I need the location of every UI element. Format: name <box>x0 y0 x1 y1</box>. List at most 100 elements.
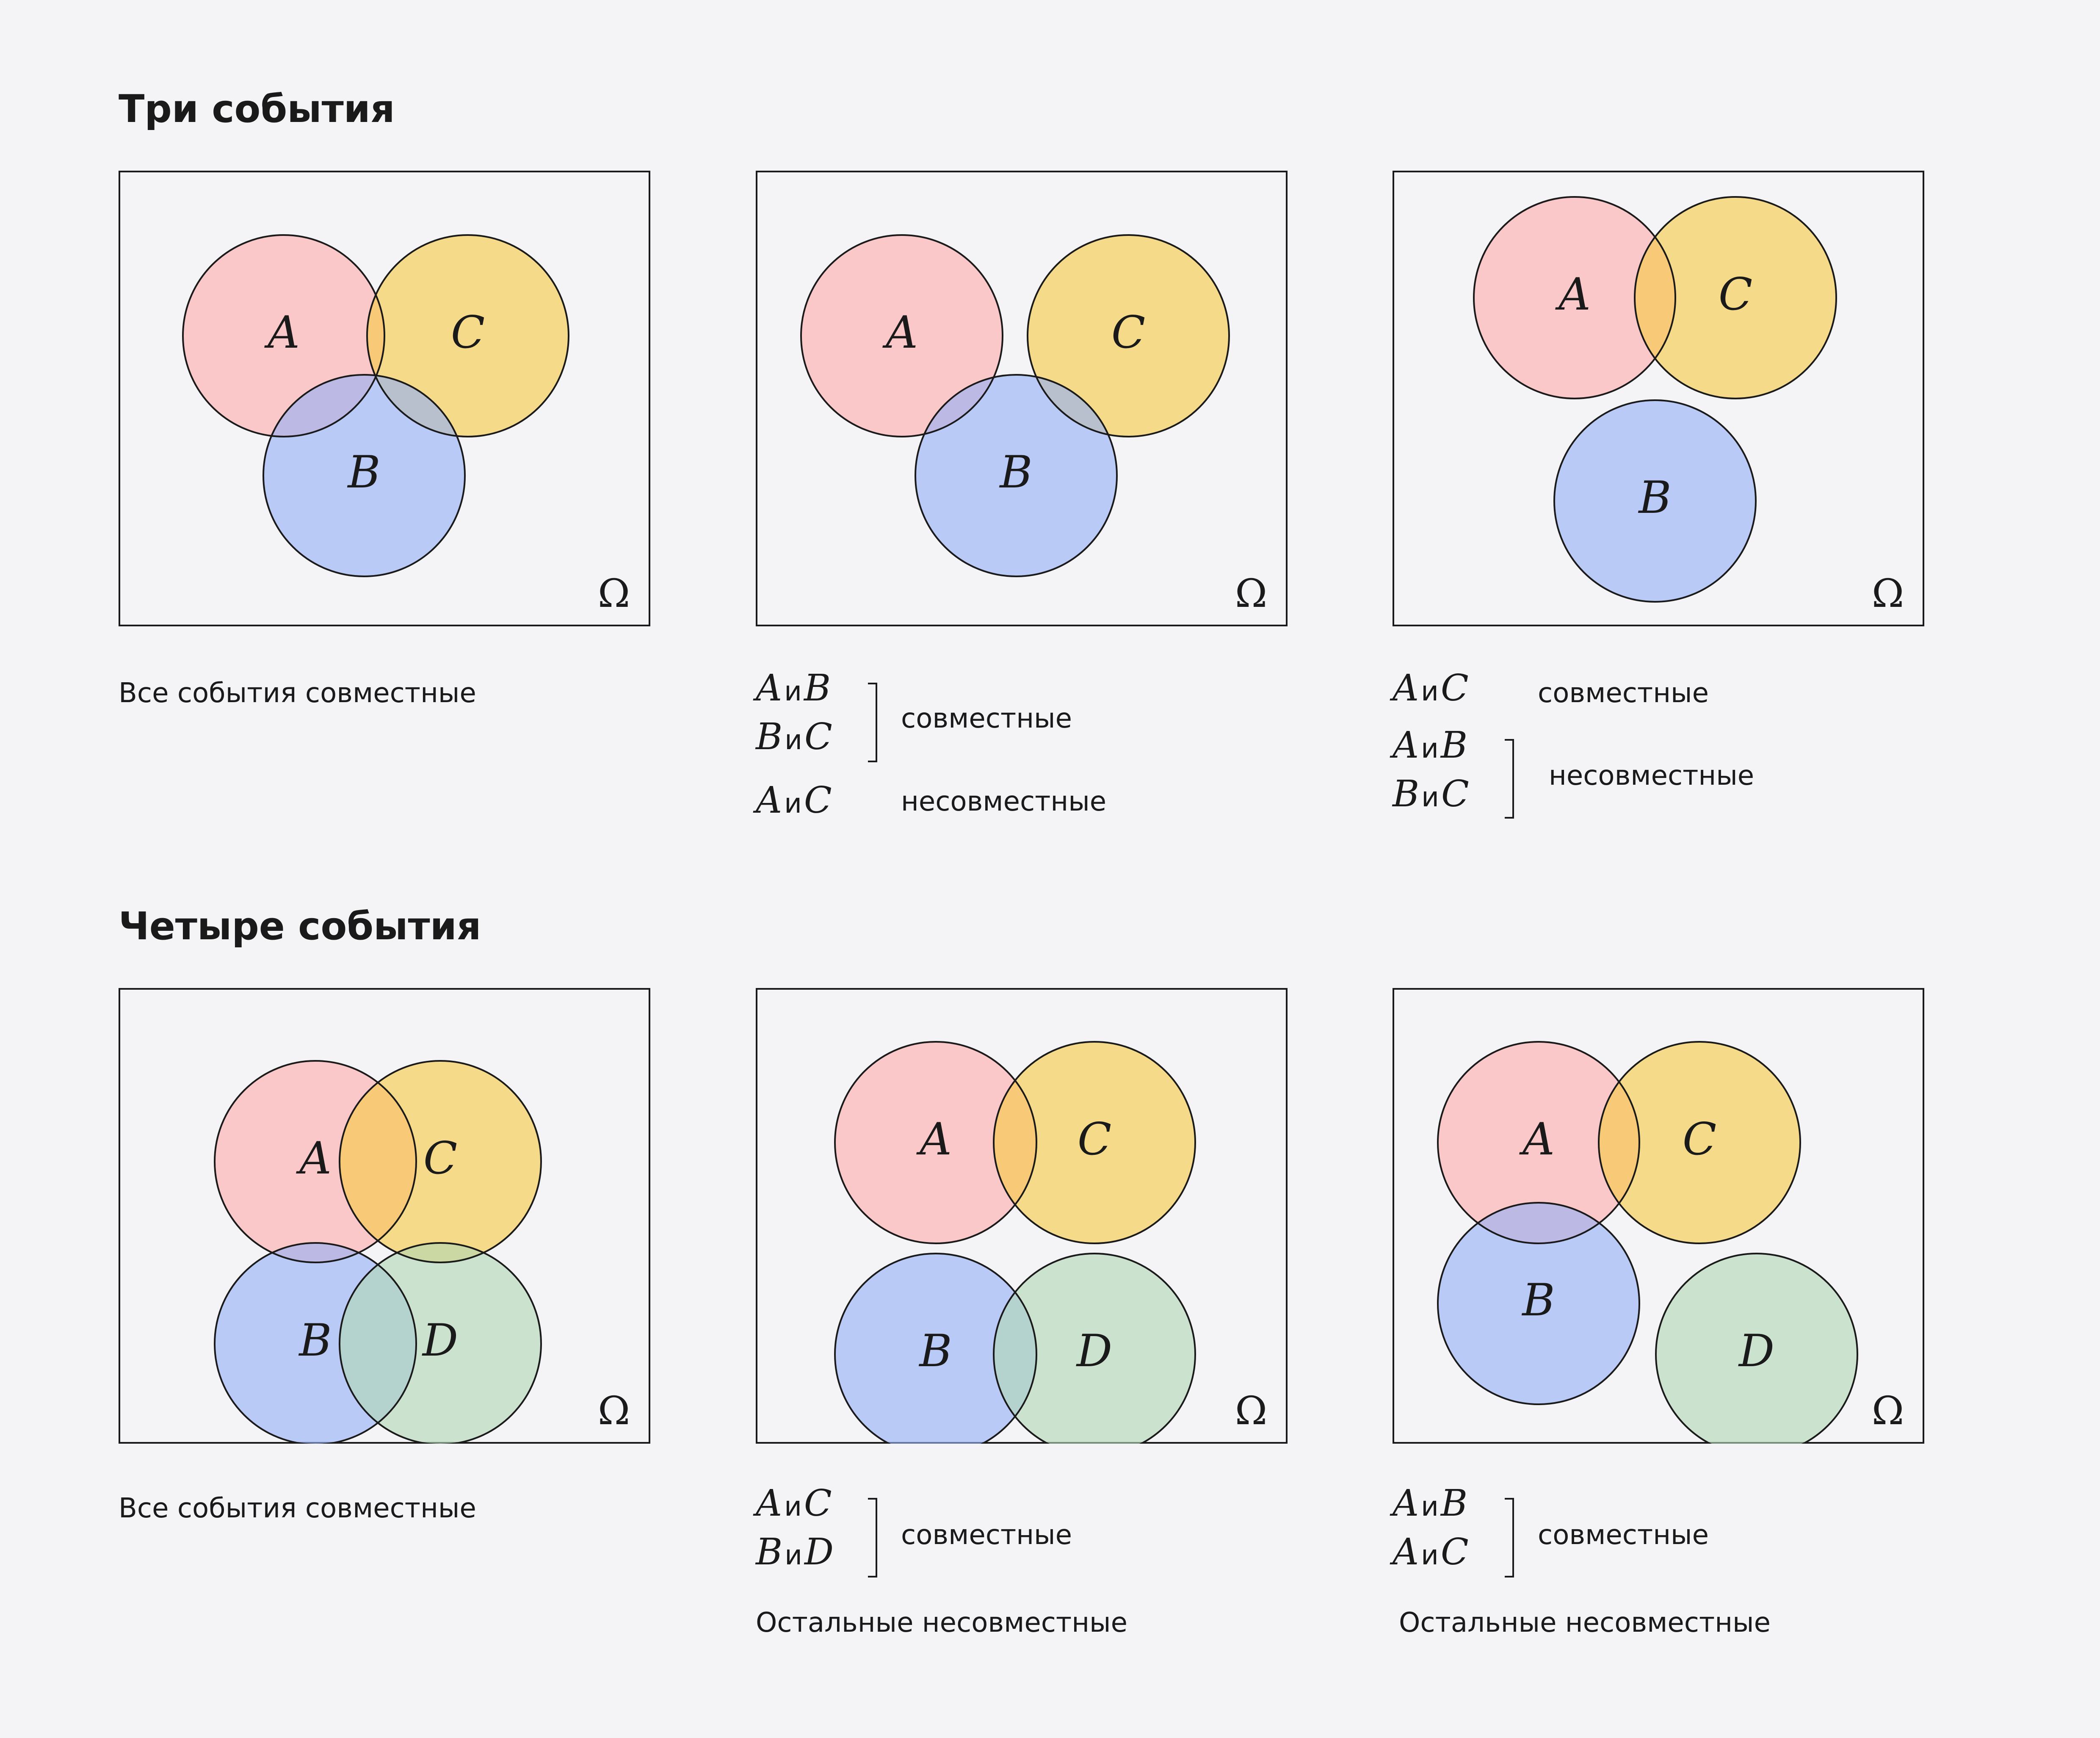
conjunction: и <box>785 1540 802 1571</box>
event-circle-b <box>1438 1203 1639 1404</box>
event-label: B <box>1638 472 1671 523</box>
event-label: B <box>918 1325 952 1377</box>
event-circle-c <box>1635 197 1836 399</box>
venn-diagram-three-ac-only: A C B Ω <box>1393 171 1924 626</box>
event-circle-outline <box>1473 196 1676 399</box>
event-label: C <box>804 779 832 822</box>
event-circle-c <box>1028 235 1229 437</box>
sample-space-frame <box>756 171 1288 626</box>
event-label: D <box>1738 1325 1774 1377</box>
venn-diagram-three-all-joint: A C B Ω <box>119 171 650 626</box>
event-label: B <box>1393 773 1420 815</box>
conjunction: и <box>1421 676 1439 707</box>
event-circle-outline <box>834 1041 1037 1244</box>
event-label: A <box>264 307 300 358</box>
event-label: B <box>756 716 783 758</box>
event-circle-outline <box>262 374 466 577</box>
pair-row: B и C <box>756 716 832 758</box>
event-label: B <box>347 446 380 498</box>
section-title-three-events: Три события <box>119 87 395 131</box>
event-circle-outline <box>214 1242 417 1444</box>
omega-symbol: Ω <box>598 1388 630 1434</box>
event-label: C <box>1440 1531 1469 1573</box>
event-circle-d <box>994 1254 1195 1444</box>
pair-row: A и C <box>1393 1531 1469 1573</box>
event-label: C <box>1111 307 1145 358</box>
rest-disjoint-label: Остальные несовместные <box>1399 1607 1771 1638</box>
event-circle-outline <box>182 234 385 437</box>
event-label: C <box>1441 773 1469 815</box>
pair-row: A и C <box>756 779 832 822</box>
event-label: A <box>756 667 782 709</box>
joint-label: совместные <box>901 703 1072 734</box>
event-circle-a <box>801 235 1003 437</box>
event-circle-outline <box>1437 1202 1640 1405</box>
caption-all-joint: Все события совместные <box>119 1493 476 1524</box>
event-label: B <box>1521 1274 1555 1326</box>
event-label: B <box>999 446 1032 498</box>
rest-disjoint-label: Остальные несовместные <box>756 1607 1127 1638</box>
pair-row: B и D <box>756 1531 834 1573</box>
event-label: A <box>1393 724 1419 767</box>
joint-label: совместные <box>1538 1519 1709 1551</box>
caption-all-joint: Все события совместные <box>119 678 476 709</box>
event-circle-outline <box>993 1253 1196 1444</box>
event-label: C <box>451 307 485 358</box>
event-label: C <box>423 1132 457 1184</box>
event-circle-outline <box>1027 234 1230 437</box>
pair-row: A и C <box>1393 667 1469 709</box>
sample-space-frame <box>1393 988 1924 1444</box>
venn-diagram-three-partial: A C B Ω <box>756 171 1288 626</box>
event-label: A <box>916 1113 952 1165</box>
sample-space-frame <box>1393 171 1924 626</box>
conjunction: и <box>1421 782 1439 813</box>
event-label: A <box>1393 1482 1419 1525</box>
conjunction: и <box>784 788 802 819</box>
bracket <box>868 683 877 762</box>
pair-row: A и B <box>1393 1482 1467 1525</box>
disjoint-label: несовместные <box>1549 760 1755 792</box>
event-label: A <box>1519 1113 1555 1165</box>
event-label: C <box>1078 1113 1111 1165</box>
disjoint-label: несовместные <box>901 786 1107 817</box>
omega-symbol: Ω <box>1872 571 1904 616</box>
joint-label: совместные <box>901 1519 1072 1551</box>
venn-diagram-four-all-joint: A C B D Ω <box>119 988 650 1444</box>
event-circle-outline <box>1634 196 1837 399</box>
event-circle-outline <box>800 234 1003 437</box>
event-label: B <box>1440 1482 1468 1525</box>
event-label: C <box>804 1482 832 1525</box>
event-circle-outline <box>339 1242 542 1444</box>
event-circle-b <box>1554 400 1756 602</box>
event-circle-b <box>835 1254 1036 1444</box>
omega-symbol: Ω <box>1235 571 1267 616</box>
event-label: B <box>1440 724 1468 767</box>
conjunction: и <box>1421 1491 1439 1522</box>
event-circle-c <box>994 1042 1195 1243</box>
event-circle-b <box>263 375 465 576</box>
event-circle-c <box>340 1061 541 1262</box>
event-circle-c <box>1599 1042 1800 1243</box>
event-circle-c <box>367 235 569 437</box>
event-circle-a <box>835 1042 1036 1243</box>
event-circle-outline <box>214 1060 417 1263</box>
section-title-four-events: Четыре события <box>119 904 481 949</box>
event-label: D <box>422 1315 458 1366</box>
event-circle-a <box>1474 197 1675 399</box>
event-label: D <box>804 1531 834 1573</box>
sample-space-frame <box>119 988 650 1444</box>
event-label: D <box>1076 1325 1112 1377</box>
event-label: A <box>756 1482 782 1525</box>
pair-row: A и B <box>1393 724 1467 767</box>
event-circle-outline <box>834 1253 1037 1444</box>
event-label: A <box>882 307 918 358</box>
venn-diagram-four-ab-ac: A C B D Ω <box>1393 988 1924 1444</box>
sample-space-frame <box>756 988 1288 1444</box>
event-label: C <box>1719 268 1752 320</box>
event-circle-d <box>340 1243 541 1444</box>
conjunction: и <box>1421 733 1439 764</box>
event-label: A <box>1393 667 1419 709</box>
conjunction: и <box>1421 1540 1439 1571</box>
event-label: C <box>804 716 832 758</box>
event-circle-outline <box>1553 399 1757 603</box>
